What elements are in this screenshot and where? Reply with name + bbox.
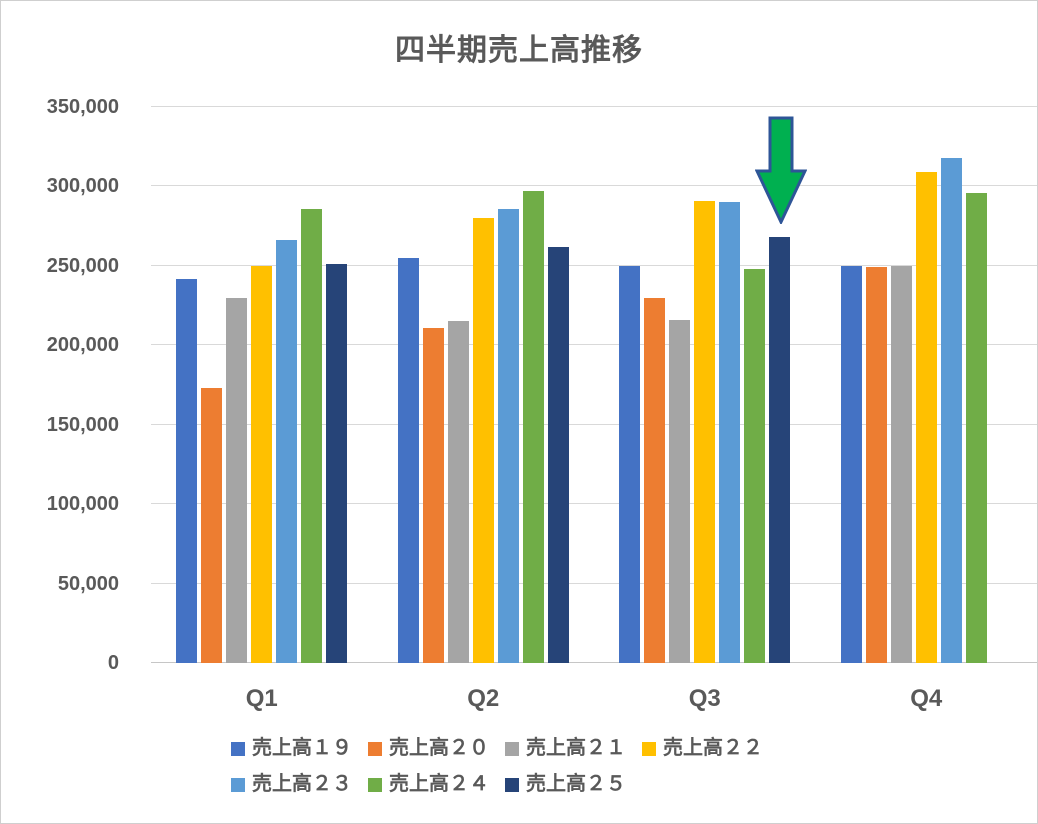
legend-item-sales23[interactable]: 売上高２３ <box>231 771 352 798</box>
gridline <box>151 582 1037 584</box>
legend-marker-icon <box>505 741 519 756</box>
bar-q2-sales21[interactable] <box>447 321 469 663</box>
legend-marker-icon <box>231 777 245 792</box>
bar-q3-sales21[interactable] <box>669 319 691 663</box>
legend-item-sales24[interactable]: 売上高２４ <box>368 771 489 798</box>
legend-item-sales22[interactable]: 売上高２２ <box>642 735 763 762</box>
gridline <box>151 185 1037 187</box>
y-axis-label: 100,000 <box>46 493 119 516</box>
bar-q1-sales22[interactable] <box>251 265 273 663</box>
legend-label: 売上高１９ <box>252 737 352 759</box>
legend-marker-icon <box>368 777 382 792</box>
bar-q1-sales25[interactable] <box>326 264 348 663</box>
x-axis-label-q2: Q2 <box>467 685 500 712</box>
legend-marker-icon <box>368 741 382 756</box>
y-axis-label: 350,000 <box>46 96 119 118</box>
legend-marker-icon <box>505 777 519 792</box>
gridline <box>151 344 1037 346</box>
bar-q2-sales24[interactable] <box>522 191 544 663</box>
gridline <box>151 503 1037 505</box>
bar-q3-sales22[interactable] <box>694 200 716 663</box>
y-axis-label: 300,000 <box>46 175 119 198</box>
x-axis-line <box>151 662 1037 663</box>
bar-q1-sales21[interactable] <box>226 297 248 663</box>
down-arrow-shape <box>754 116 807 225</box>
legend-marker-icon <box>642 741 656 756</box>
bar-group-q1 <box>151 107 373 663</box>
legend-row: 売上高２３ 売上高２４ 売上高２５ <box>231 771 763 798</box>
bar-q1-sales19[interactable] <box>176 278 198 663</box>
legend-item-sales19[interactable]: 売上高１９ <box>231 735 352 762</box>
bar-group-q2 <box>373 107 595 663</box>
legend-item-sales20[interactable]: 売上高２０ <box>368 735 489 762</box>
legend-label: 売上高２４ <box>389 773 489 795</box>
y-axis-label: 0 <box>107 652 119 674</box>
bar-q2-sales19[interactable] <box>397 257 419 663</box>
legend-item-sales25[interactable]: 売上高２５ <box>505 771 626 798</box>
legend-row: 売上高１９ 売上高２０ 売上高２１ 売上高２２ <box>231 735 763 762</box>
gridline <box>151 423 1037 425</box>
bar-q4-sales20[interactable] <box>865 267 887 663</box>
bar-q3-sales19[interactable] <box>619 265 641 663</box>
bar-q4-sales24[interactable] <box>965 192 987 663</box>
bar-q2-sales23[interactable] <box>497 208 519 663</box>
bar-group-q4 <box>816 107 1038 663</box>
bar-q4-sales19[interactable] <box>840 265 862 663</box>
y-axis-label: 150,000 <box>46 413 119 436</box>
legend-label: 売上高２２ <box>663 737 763 759</box>
y-axis-label: 250,000 <box>46 254 119 277</box>
x-axis-label-q1: Q1 <box>245 685 278 712</box>
bar-q3-sales24[interactable] <box>744 269 766 663</box>
bar-q3-sales25[interactable] <box>769 237 791 663</box>
bar-q3-sales20[interactable] <box>644 297 666 663</box>
gridline <box>151 106 1037 107</box>
y-axis-label: 200,000 <box>46 334 119 357</box>
gridline <box>151 264 1037 266</box>
bar-q2-sales25[interactable] <box>547 246 569 663</box>
bar-q4-sales23[interactable] <box>940 157 962 663</box>
down-arrow-annotation[interactable] <box>754 116 807 225</box>
bar-q3-sales23[interactable] <box>719 202 741 663</box>
x-axis-label-q4: Q4 <box>910 685 943 712</box>
bar-q4-sales21[interactable] <box>890 265 912 663</box>
bar-group-q3 <box>594 107 816 663</box>
y-axis-label: 50,000 <box>57 572 119 595</box>
legend-marker-icon <box>231 741 245 756</box>
legend-label: 売上高２５ <box>526 773 626 795</box>
bar-q1-sales23[interactable] <box>276 240 298 663</box>
legend: 売上高１９ 売上高２０ 売上高２１ 売上高２２ 売上高２３ 売上高２４ 売上高２５ <box>231 735 763 798</box>
bar-q1-sales20[interactable] <box>201 388 223 663</box>
bar-q2-sales22[interactable] <box>472 218 494 663</box>
x-axis-label-q3: Q3 <box>688 685 721 712</box>
legend-item-sales21[interactable]: 売上高２１ <box>505 735 626 762</box>
bar-q1-sales24[interactable] <box>301 208 323 663</box>
chart-title[interactable]: 四半期売上高推移 <box>395 34 643 67</box>
bar-q4-sales22[interactable] <box>915 172 937 663</box>
legend-label: 売上高２１ <box>526 737 626 759</box>
plot-area <box>151 106 1038 663</box>
bar-q2-sales20[interactable] <box>422 327 444 663</box>
legend-label: 売上高２０ <box>389 737 489 759</box>
legend-label: 売上高２３ <box>252 773 352 795</box>
